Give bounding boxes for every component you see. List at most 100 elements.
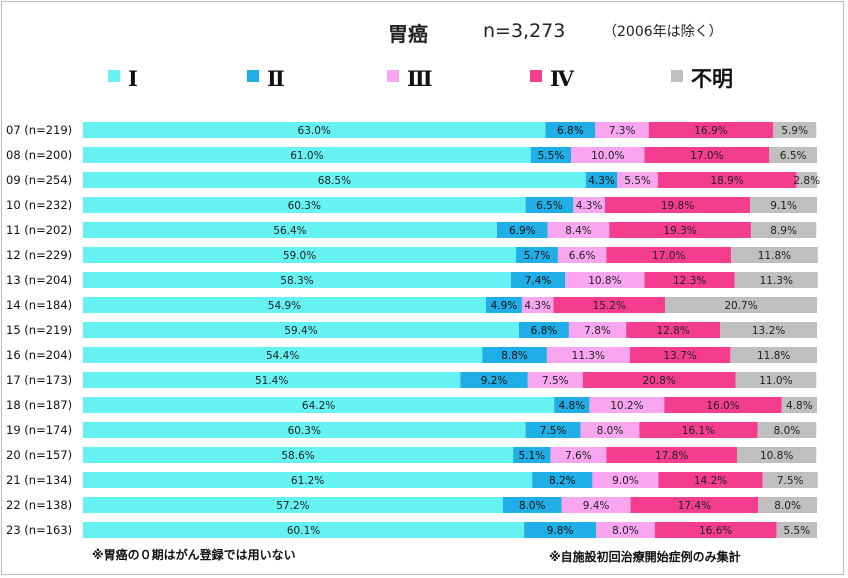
- bar-segment-ii: [513, 447, 551, 463]
- data-label-iv: 19.8%: [661, 200, 694, 212]
- bar-segment-iii: [592, 472, 659, 488]
- bar-segment-i: [83, 172, 586, 188]
- data-label-i: 61.0%: [290, 150, 323, 162]
- data-label-ii: 6.8%: [557, 125, 584, 137]
- chart-title: 胃癌: [388, 22, 428, 46]
- data-label-i: 59.0%: [283, 250, 316, 262]
- data-label-unknown: 6.5%: [780, 150, 807, 162]
- data-label-iii: 4.3%: [524, 300, 551, 312]
- bar-segment-iv: [626, 322, 721, 338]
- data-label-iii: 11.3%: [572, 350, 605, 362]
- bar-row: 11 (n=202) 56.4% 6.9% 8.4% 19.3% 8.9%: [6, 222, 817, 238]
- bar-segment-ii: [460, 372, 528, 388]
- category-label: 15 (n=219): [6, 323, 72, 337]
- bar-row: 12 (n=229) 59.0% 5.7% 6.6% 17.0% 11.8%: [6, 247, 818, 263]
- data-label-i: 56.4%: [273, 225, 306, 237]
- category-label: 09 (n=254): [6, 173, 72, 187]
- data-label-unknown: 8.0%: [774, 425, 801, 437]
- bar-segment-i: [83, 122, 546, 138]
- bar-segment-ii: [516, 247, 558, 263]
- data-label-iii: 10.2%: [610, 400, 643, 412]
- bar-segment-iii: [557, 247, 607, 263]
- bar-segment-iii: [617, 172, 658, 188]
- data-label-unknown: 5.9%: [781, 125, 808, 137]
- bar-segment-unknown: [735, 372, 817, 388]
- category-label: 19 (n=174): [6, 423, 72, 437]
- bar-segment-i: [83, 397, 555, 413]
- bar-segment-ii: [524, 522, 597, 538]
- bar-row: 21 (n=134) 61.2% 8.2% 9.0% 14.2% 7.5%: [6, 472, 818, 488]
- bar-segment-i: [83, 197, 526, 213]
- bar-segment-iii: [571, 147, 645, 163]
- bar-segment-ii: [525, 197, 574, 213]
- data-label-unknown: 8.9%: [770, 225, 797, 237]
- bar-segment-i: [83, 422, 526, 438]
- legend-label-iii: Ⅲ: [407, 66, 433, 91]
- bar-segment-ii: [554, 397, 590, 413]
- bar-row: 22 (n=138) 57.2% 8.0% 9.4% 17.4% 8.0%: [6, 497, 817, 513]
- data-label-iii: 7.6%: [565, 450, 592, 462]
- data-label-unknown: 7.5%: [777, 475, 804, 487]
- bar-segment-iv: [630, 497, 759, 513]
- data-label-unknown: 8.0%: [774, 500, 801, 512]
- bar-segment-i: [83, 222, 497, 238]
- data-label-ii: 8.8%: [501, 350, 528, 362]
- data-label-i: 57.2%: [276, 500, 309, 512]
- bar-segment-unknown: [758, 497, 817, 513]
- data-label-unknown: 10.8%: [760, 450, 793, 462]
- bar-segment-iv: [648, 122, 773, 138]
- data-label-iv: 16.0%: [706, 400, 739, 412]
- bar-segment-ii: [510, 272, 566, 288]
- data-label-iv: 17.0%: [652, 250, 685, 262]
- data-label-iii: 5.5%: [624, 175, 651, 187]
- data-label-iii: 4.3%: [576, 200, 603, 212]
- data-label-iii: 7.5%: [542, 375, 569, 387]
- data-label-ii: 6.9%: [509, 225, 536, 237]
- data-label-ii: 7.5%: [540, 425, 567, 437]
- bar-segment-iii: [561, 497, 631, 513]
- bar-segment-iv: [657, 172, 797, 188]
- legend-label-iv: Ⅳ: [550, 66, 575, 91]
- bar-segment-ii: [525, 422, 581, 438]
- bar-segment-iv: [582, 372, 736, 388]
- bar-segment-iii: [596, 522, 655, 538]
- bar-segment-i: [83, 297, 486, 313]
- bar-segment-ii: [532, 472, 593, 488]
- data-label-i: 59.4%: [284, 325, 317, 337]
- data-label-i: 58.3%: [280, 275, 313, 287]
- bar-segment-i: [83, 372, 461, 388]
- bar-segment-iii: [573, 197, 605, 213]
- data-label-iv: 19.3%: [663, 225, 696, 237]
- data-label-ii: 4.3%: [588, 175, 615, 187]
- bar-segment-i: [83, 347, 483, 363]
- category-label: 17 (n=173): [6, 373, 72, 387]
- legend-swatch-ii: [247, 70, 259, 82]
- bar-segment-ii: [496, 222, 548, 238]
- data-label-i: 60.1%: [287, 525, 320, 537]
- bar-row: 23 (n=163) 60.1% 9.8% 8.0% 16.6% 5.5%: [6, 522, 817, 538]
- category-label: 18 (n=187): [6, 398, 72, 412]
- data-label-unknown: 11.3%: [760, 275, 793, 287]
- data-label-iv: 15.2%: [593, 300, 626, 312]
- bar-row: 13 (n=204) 58.3% 7.4% 10.8% 12.3% 11.3%: [6, 272, 818, 288]
- footnote-left: ※胃癌の０期はがん登録では用いない: [92, 548, 296, 562]
- bar-segment-iv: [606, 447, 737, 463]
- legend-swatch-iv: [530, 70, 542, 82]
- bar-segment-unknown: [772, 122, 817, 138]
- bar-segment-ii: [519, 322, 569, 338]
- bar-segment-iii: [565, 272, 645, 288]
- data-label-unknown: 11.0%: [759, 375, 792, 387]
- bar-segment-unknown: [731, 247, 818, 263]
- legend-swatch-i: [108, 70, 120, 82]
- bar-segment-unknown: [750, 222, 817, 238]
- bar-segment-ii: [502, 497, 562, 513]
- data-label-iii: 10.8%: [588, 275, 621, 287]
- bar-row: 10 (n=232) 60.3% 6.5% 4.3% 19.8% 9.1%: [6, 197, 817, 213]
- bar-segment-i: [83, 272, 511, 288]
- data-label-unknown: 20.7%: [724, 300, 757, 312]
- bar-segment-iii: [547, 222, 610, 238]
- data-label-ii: 9.8%: [547, 525, 574, 537]
- data-label-iv: 16.1%: [682, 425, 715, 437]
- category-label: 07 (n=219): [6, 123, 72, 137]
- bar-segment-i: [83, 322, 519, 338]
